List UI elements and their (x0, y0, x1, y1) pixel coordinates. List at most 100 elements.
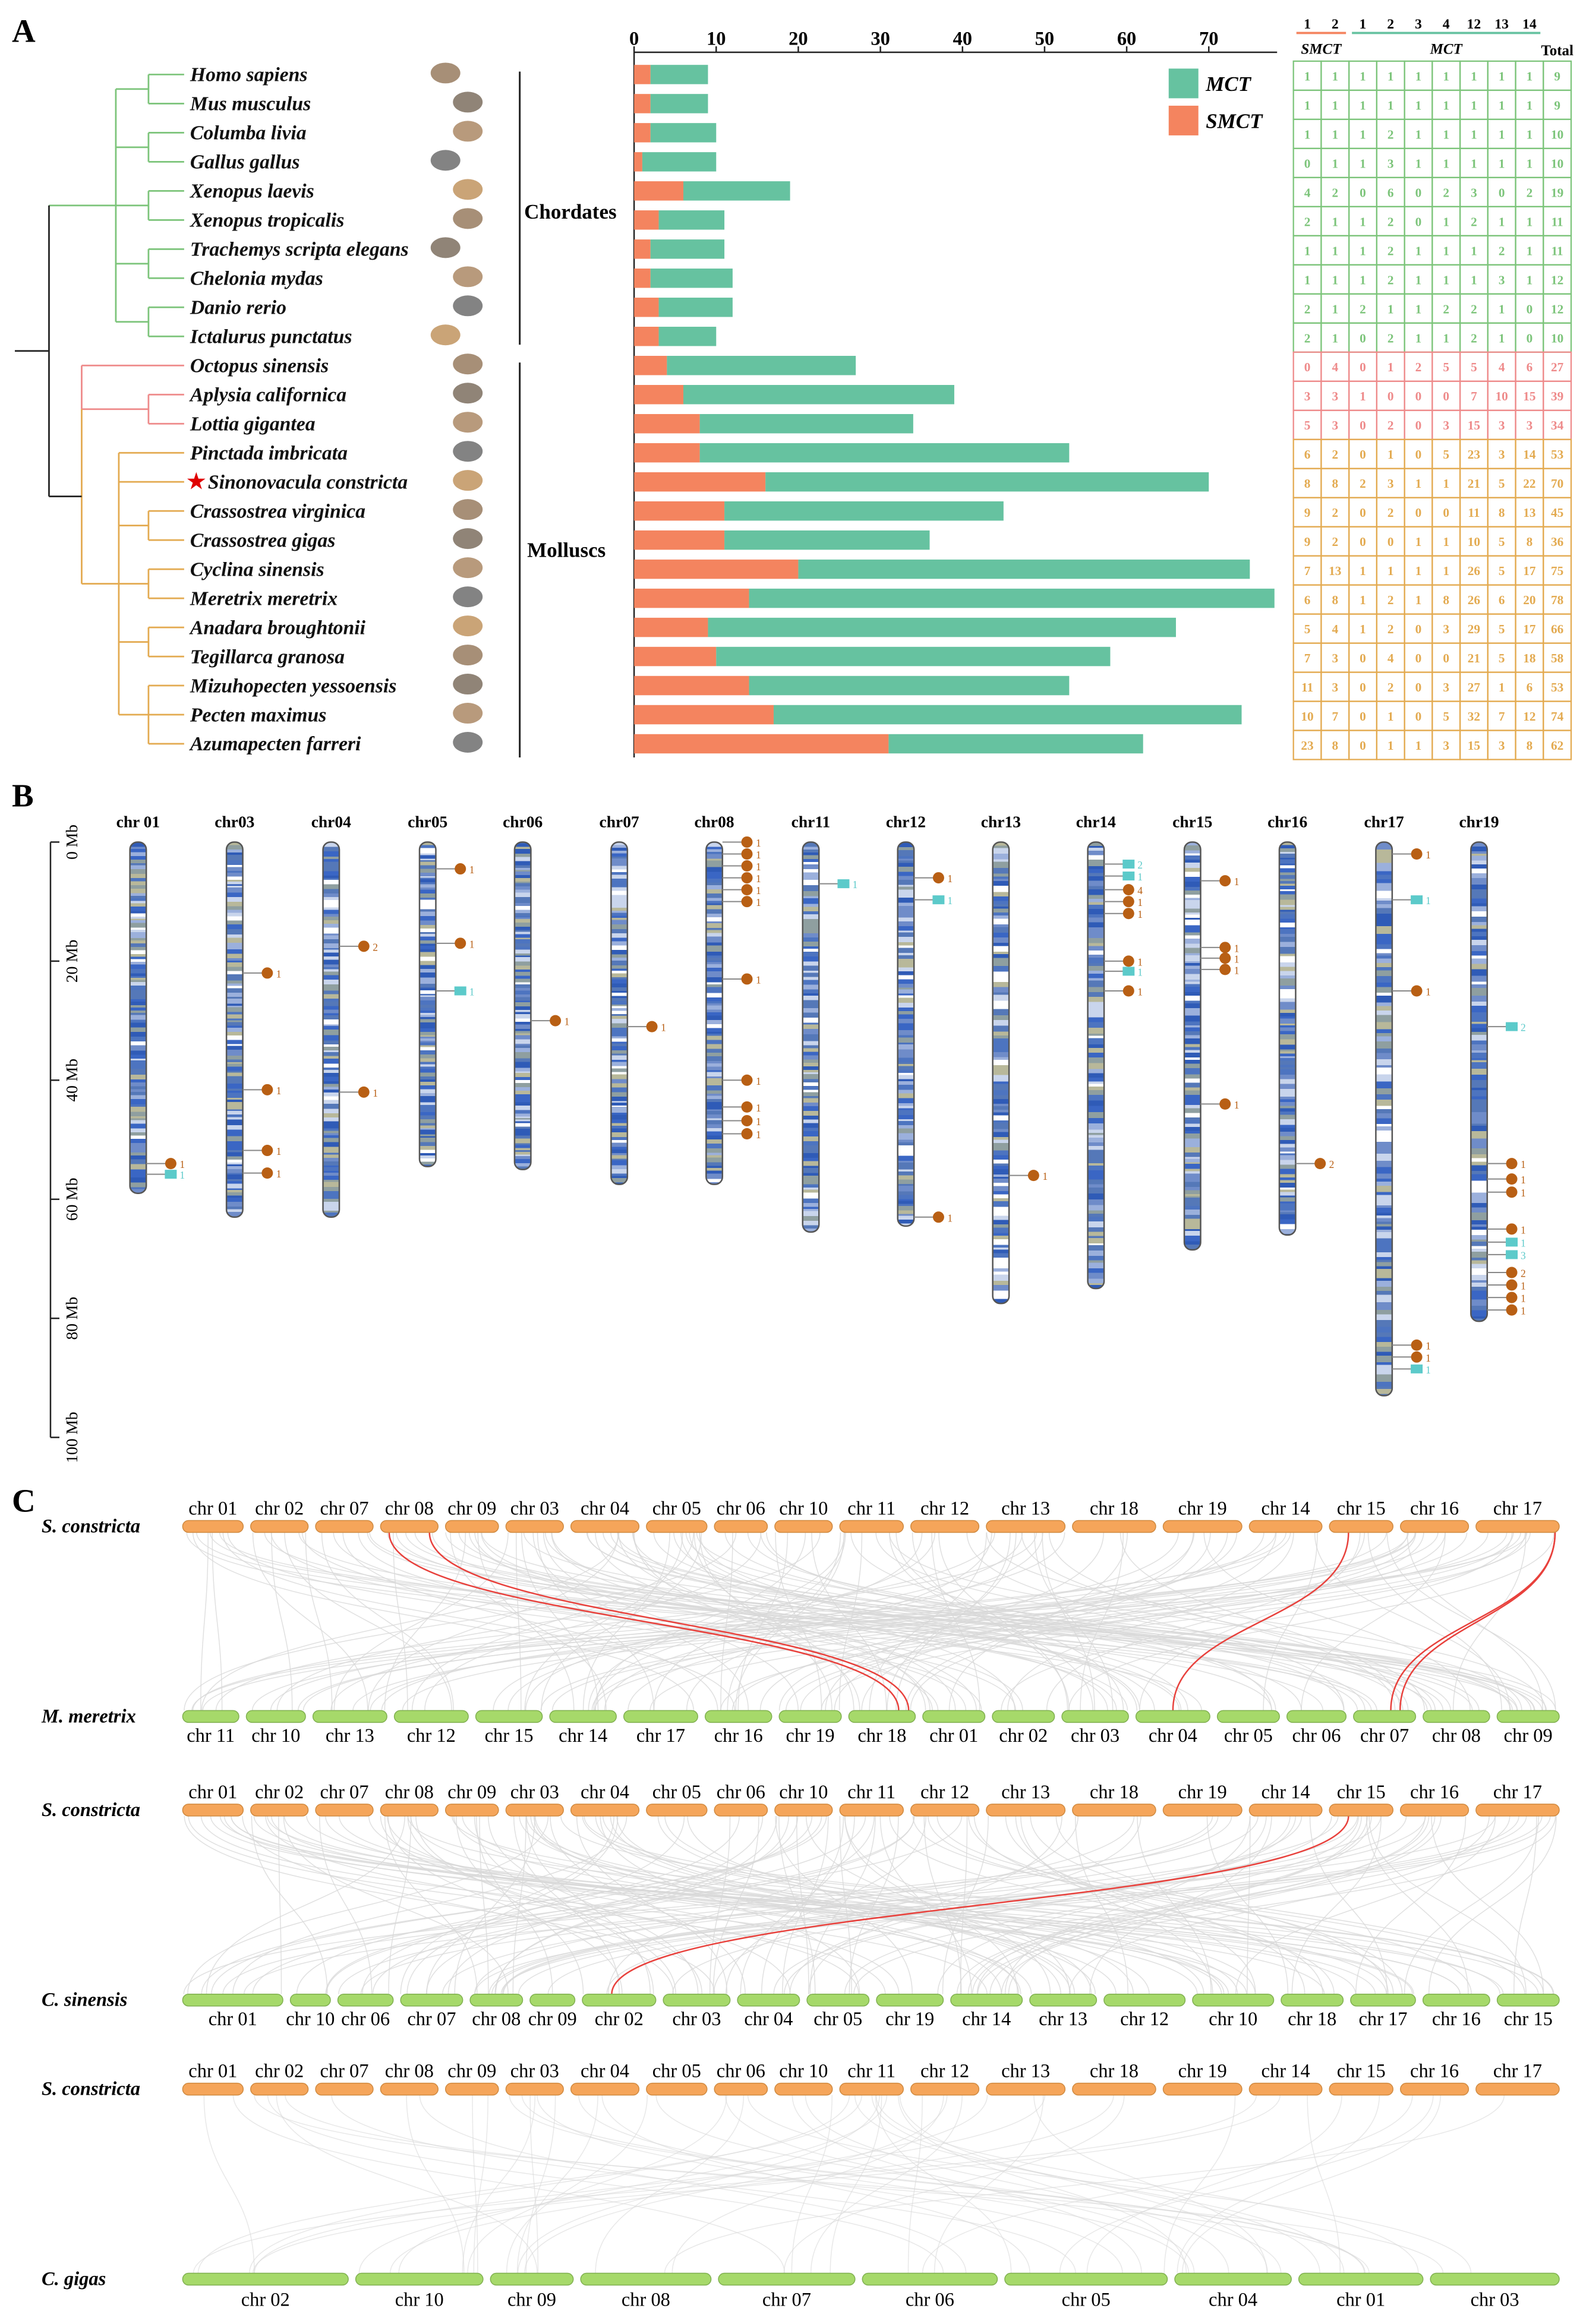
table-cell-value: 2 (1388, 622, 1394, 636)
table-cell-value: 3 (1332, 418, 1338, 432)
chromosome-label: chr17 (1364, 813, 1404, 831)
chromosome-label-top: chr 08 (385, 1782, 434, 1803)
table-cell-value: 20 (1523, 593, 1535, 607)
synteny-link (576, 1815, 728, 1994)
bar-mct (683, 181, 790, 201)
table-cell-value: 3 (1443, 418, 1449, 432)
synteny-link (475, 1815, 553, 1994)
synteny-link (474, 1815, 1135, 1994)
synteny-link (251, 1815, 328, 1994)
bar-smct (634, 530, 725, 550)
gene-count-label: 1 (1137, 986, 1143, 997)
chromosome-label-bottom: chr 03 (1071, 1725, 1120, 1747)
column-header: 4 (1443, 17, 1450, 32)
gene-marker-square (1122, 967, 1135, 976)
bar-chart: 0 10 20 30 40 50 60 70 MCT SMCT (629, 28, 1278, 758)
species-label: Columba livia (190, 122, 307, 144)
chromosome-label-bottom: chr 10 (1209, 2009, 1257, 2030)
synteny-link (393, 1532, 408, 1711)
chromosome-bar-top (774, 2082, 833, 2096)
synteny-link (244, 1815, 1496, 1994)
bar-mct (650, 65, 708, 84)
molluscs-label: Molluscs (527, 539, 606, 562)
panel-label-a: A (12, 12, 36, 49)
table-cell-value: 23 (1301, 738, 1313, 753)
bar-mct (650, 269, 733, 288)
table-cell-value: 5 (1443, 360, 1449, 374)
highlighted-syntenic-link (388, 1532, 900, 1711)
table-cell-value: 8 (1443, 593, 1449, 607)
chromosome-label-top: chr 02 (255, 2061, 304, 2082)
bar-smct (634, 356, 667, 375)
chromosome-bar-top (1475, 1520, 1560, 1533)
chromosome-chr08 (705, 841, 724, 1185)
gene-count-label: 1 (1426, 1352, 1431, 1364)
synteny-link (297, 1532, 1439, 1711)
gene-count-label: 1 (469, 938, 475, 950)
chromosome-bar-top (250, 1520, 309, 1533)
synteny-link (588, 1532, 845, 1711)
table-cell-value: 6 (1527, 360, 1533, 374)
species-label: Xenopus laevis (190, 181, 314, 203)
table-cell-value: 5 (1499, 476, 1505, 491)
gene-marker-circle (1122, 955, 1134, 967)
synteny-link (601, 2095, 1030, 2274)
synteny-link (407, 1815, 1501, 1994)
table-cell-value: 19 (1551, 185, 1563, 200)
synteny-link (473, 2095, 488, 2274)
gene-count-label: 1 (276, 968, 282, 980)
species-illustration (453, 674, 483, 695)
bar-smct (634, 443, 700, 463)
synteny-link (578, 2095, 1190, 2274)
table-cell-value: 1 (1499, 331, 1505, 345)
synteny-link (535, 1815, 1096, 1994)
table-cell-value: 15 (1468, 738, 1480, 753)
gene-marker-circle (646, 1021, 658, 1032)
chromosome-label-top: chr 06 (717, 1498, 765, 1520)
chromosome-bar-top (986, 2082, 1066, 2096)
synteny-link (720, 1532, 1531, 1711)
gene-count-label: 1 (1137, 896, 1143, 908)
table-cell-value: 3 (1499, 273, 1505, 287)
table-cell-value: 1 (1360, 389, 1366, 403)
table-cell-value: 7 (1471, 389, 1477, 403)
chromosome-label-top: chr 15 (1337, 1498, 1386, 1520)
species-illustration (453, 91, 483, 113)
chromosome-bar-top (646, 1804, 708, 1817)
chromosome-label-top: chr 07 (320, 1782, 368, 1803)
chromosome-bar-top (1072, 1520, 1156, 1533)
synteny-link (1033, 2095, 1267, 2274)
table-cell-value: 1 (1443, 69, 1449, 83)
synteny-link (1005, 1815, 1305, 1994)
table-cell-value: 53 (1551, 680, 1563, 694)
chromosome-label-bottom: chr 13 (1039, 2009, 1087, 2030)
chromosome-label: chr16 (1267, 813, 1307, 831)
chromosome-chr17 (1375, 841, 1393, 1397)
bar-smct (634, 501, 725, 521)
table-cell-value: 36 (1551, 535, 1563, 549)
synteny-link (586, 1532, 1428, 1711)
gene-count-label: 2 (373, 941, 378, 953)
chromosome-bar-top (444, 1804, 499, 1817)
chromosome-label-top: chr 10 (779, 1782, 828, 1803)
gene-marker-circle (741, 973, 753, 985)
chromosome-bar-top (986, 1804, 1066, 1817)
chromosome-bar-top (250, 2082, 309, 2096)
gene-marker-circle (1219, 875, 1231, 887)
synteny-link (252, 2095, 1281, 2274)
gene-count-label: 1 (1137, 871, 1143, 883)
gene-count-label: 1 (1521, 1158, 1526, 1170)
synteny-link (410, 1815, 1021, 1994)
synteny-link (800, 1532, 1424, 1711)
table-cell-value: 4 (1304, 185, 1311, 200)
synteny-link (1042, 1532, 1095, 1711)
gene-count-label: 1 (1234, 1099, 1240, 1111)
chromosome-bar-bottom (1430, 2272, 1560, 2286)
synteny-link (210, 1815, 1325, 1994)
gene-marker-circle (1219, 942, 1231, 953)
gene-count-label: 1 (756, 837, 761, 849)
chromosome-bar-top (315, 2082, 374, 2096)
synteny-link (249, 2095, 850, 2274)
bar-smct (634, 269, 651, 288)
table-cell-value: 0 (1360, 331, 1366, 345)
